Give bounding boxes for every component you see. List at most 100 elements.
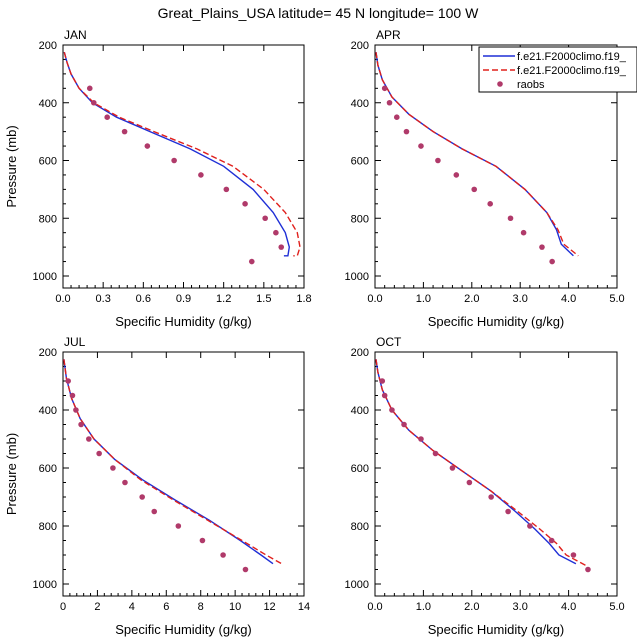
raobs-point xyxy=(585,566,591,573)
raobs-point xyxy=(86,85,93,92)
x-tick-label: 4 xyxy=(129,601,135,613)
y-tick-label: 400 xyxy=(39,405,57,417)
raobs-point xyxy=(401,421,407,428)
legend-label: f.e21.F2000climo.f19_ xyxy=(517,51,627,63)
x-tick-label: 0.3 xyxy=(96,293,111,305)
panel-jan: JAN 0.0 0.3 0.6 0.9 1.2 1.5 1.8 200 400 600 800 1000… xyxy=(4,28,312,329)
y-axis-title: Pressure (mb) xyxy=(4,125,19,207)
x-axis-title: Specific Humidity (g/kg) xyxy=(428,314,565,329)
model-dashed-line xyxy=(375,52,579,257)
x-tick-label: 2.0 xyxy=(464,601,479,613)
raobs-point xyxy=(121,128,128,135)
model-solid-line xyxy=(63,52,291,257)
panel-title: JAN xyxy=(64,28,87,42)
raobs-point xyxy=(278,244,285,250)
y-tick-label: 600 xyxy=(39,463,57,475)
y-tick-label: 800 xyxy=(351,521,369,533)
legend-label: f.e21.F2000climo.f19_ xyxy=(517,65,627,77)
raobs-point xyxy=(505,508,511,515)
raobs-point xyxy=(144,143,151,149)
legend-label: raobs xyxy=(517,79,545,91)
y-tick-label: 600 xyxy=(351,463,369,475)
y-tick-label: 1000 xyxy=(345,271,369,283)
raobs-point xyxy=(539,244,545,250)
raobs-point xyxy=(96,450,102,457)
x-tick-label: 0 xyxy=(60,601,66,613)
figure-title: Great_Plains_USA latitude= 45 N longitud… xyxy=(158,5,479,21)
y-tick-label: 200 xyxy=(39,347,57,359)
raobs-point xyxy=(418,143,424,149)
x-tick-label: 0.6 xyxy=(136,293,151,305)
raobs-point xyxy=(78,421,84,428)
x-tick-label: 3.0 xyxy=(513,601,528,613)
raobs-point xyxy=(418,436,424,442)
raobs-point xyxy=(65,378,71,384)
y-tick-label: 200 xyxy=(351,347,369,359)
x-tick-label: 2 xyxy=(94,601,100,613)
x-tick-label: 5.0 xyxy=(609,601,624,613)
x-tick-label: 14 xyxy=(298,601,310,613)
x-axis-title: Specific Humidity (g/kg) xyxy=(428,622,565,637)
y-axis-title: Pressure (mb) xyxy=(4,433,19,515)
x-tick-label: 1.0 xyxy=(416,293,431,305)
legend-marker xyxy=(497,81,503,87)
x-tick-label: 4.0 xyxy=(561,293,576,305)
raobs-point xyxy=(527,523,533,529)
x-axis-title: Specific Humidity (g/kg) xyxy=(115,314,252,329)
raobs-point xyxy=(223,186,230,193)
raobs-point xyxy=(242,201,248,207)
raobs-point xyxy=(453,172,460,178)
y-tick-label: 400 xyxy=(39,98,57,110)
x-tick-label: 0.9 xyxy=(176,293,191,305)
raobs-point xyxy=(262,215,268,222)
raobs-point xyxy=(381,392,388,399)
x-tick-label: 0.0 xyxy=(367,293,382,305)
y-tick-label: 1000 xyxy=(33,579,57,591)
raobs-point xyxy=(273,229,279,236)
x-tick-label: 1.2 xyxy=(216,293,231,305)
raobs-point xyxy=(487,201,493,207)
x-tick-label: 12 xyxy=(263,601,275,613)
x-tick-label: 3.0 xyxy=(513,293,528,305)
raobs-point xyxy=(389,407,395,413)
x-tick-label: 2.0 xyxy=(464,293,479,305)
raobs-point xyxy=(220,552,226,558)
x-axis-title: Specific Humidity (g/kg) xyxy=(115,622,252,637)
panel-title: APR xyxy=(376,28,401,42)
y-tick-label: 200 xyxy=(351,40,369,52)
y-tick-label: 800 xyxy=(39,213,57,225)
panel-title: JUL xyxy=(64,335,86,349)
raobs-point xyxy=(139,494,145,500)
model-solid-line xyxy=(375,359,577,565)
x-tick-label: 0.0 xyxy=(55,293,70,305)
x-tick-label: 10 xyxy=(229,601,241,613)
plot-frame xyxy=(62,351,305,597)
panel-apr: APR 0.0 1.0 2.0 3.0 4.0 5.0 200 400 600 800 1000 Spe… xyxy=(345,28,625,329)
raobs-point xyxy=(171,157,177,164)
x-tick-label: 8 xyxy=(198,601,204,613)
raobs-point xyxy=(549,258,555,265)
raobs-point xyxy=(507,215,514,222)
y-tick-label: 600 xyxy=(39,156,57,168)
raobs-point xyxy=(69,392,76,399)
raobs-point xyxy=(110,465,116,471)
raobs-point xyxy=(403,128,410,135)
raobs-point xyxy=(248,258,255,265)
raobs-point xyxy=(86,436,92,442)
y-tick-label: 600 xyxy=(351,156,369,168)
plot-frame xyxy=(374,44,618,289)
raobs-point xyxy=(432,450,439,457)
y-tick-label: 200 xyxy=(39,40,57,52)
raobs-point xyxy=(393,114,400,120)
y-tick-label: 1000 xyxy=(345,579,369,591)
raobs-point xyxy=(449,465,456,471)
panel-jul: JUL 0 2 4 6 8 10 12 14 200 400 600 800 1000 Specific H… xyxy=(4,335,310,637)
x-tick-label: 1.5 xyxy=(256,293,271,305)
raobs-point xyxy=(520,229,527,236)
raobs-point xyxy=(242,566,249,573)
x-tick-label: 4.0 xyxy=(561,601,576,613)
x-tick-label: 6 xyxy=(163,601,169,613)
plot-frame xyxy=(374,351,618,597)
